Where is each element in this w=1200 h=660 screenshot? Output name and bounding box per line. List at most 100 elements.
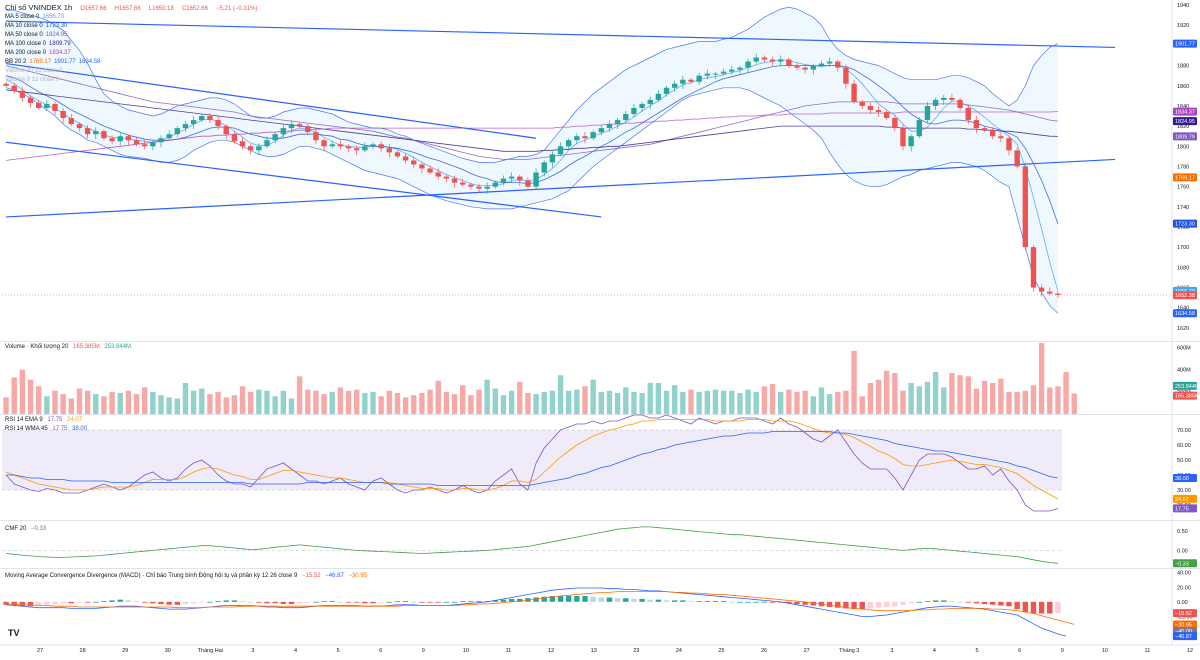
macd-histogram-bar — [688, 601, 694, 602]
macd-histogram-bar — [533, 597, 539, 602]
macd-histogram-bar — [117, 599, 123, 602]
ohlc-change: −5.21 (−0.31%) — [216, 6, 258, 12]
macd-histogram-bar — [802, 601, 808, 605]
macd-histogram-bar — [150, 601, 156, 604]
volume-legend[interactable]: Volume · Khối lượng 20 165.385M 253.844M — [5, 344, 132, 350]
candle-body — [125, 136, 132, 141]
volume-bar — [52, 390, 58, 414]
macd-histogram-bar — [1022, 601, 1028, 613]
macd-histogram-bar — [460, 601, 466, 602]
legend-ma50[interactable]: MA 50 close 0 1824.95 — [5, 32, 68, 38]
symbol-name[interactable]: Chỉ số VNINDEX — [5, 3, 62, 12]
macd-histogram-bar — [590, 596, 596, 602]
x-tick-label: 6 — [1018, 648, 1021, 654]
candle-body — [174, 128, 180, 135]
macd-histogram-bar — [1047, 601, 1053, 614]
volume-bar — [84, 390, 91, 414]
macd-histogram-bar — [1038, 601, 1045, 614]
legend-ma10[interactable]: MA 10 close 0 1723.30 — [5, 23, 68, 29]
macd-histogram-bar — [680, 600, 686, 602]
volume-bar — [166, 397, 172, 414]
volume-bar — [973, 388, 980, 414]
price-label-bg — [1173, 39, 1197, 48]
legend-ma200[interactable]: MA 200 close 0 1834.37 — [5, 50, 71, 56]
x-tick-label: 28 — [80, 648, 86, 654]
volume-bar — [305, 389, 311, 414]
volume-bar — [402, 397, 409, 414]
macd-histogram-bar — [427, 601, 433, 603]
volume-bar — [900, 390, 906, 414]
volume-bar — [394, 392, 401, 414]
macd-histogram-bar — [500, 599, 507, 602]
candle-body — [892, 118, 898, 129]
candle-body — [150, 142, 156, 147]
legend-ma100[interactable]: MA 100 close 0 1809.79 — [5, 41, 71, 47]
volume-bar — [1063, 371, 1069, 414]
rsi-legend-2[interactable]: RSI 14 WMA 45 17.75 38.00 — [5, 426, 88, 432]
candle-body — [908, 136, 914, 147]
rsi-line-ema-9 — [5, 419, 1059, 500]
candle-body — [900, 128, 906, 147]
candle-body — [949, 97, 955, 100]
price-label: 1634.58 — [1175, 311, 1195, 317]
volume-bar — [468, 395, 474, 414]
macd-legend[interactable]: Moving Average Convergence Divergence (M… — [5, 573, 367, 579]
y-tick-label: 400M — [1177, 368, 1191, 374]
price-label-bg — [1173, 391, 1197, 400]
x-tick-label: 10 — [463, 648, 469, 654]
price-label: 38.00 — [1175, 476, 1189, 482]
interval[interactable]: 1h — [63, 3, 73, 12]
volume-bar — [215, 391, 221, 414]
volume-bar — [655, 382, 662, 414]
volume-bar — [370, 391, 376, 414]
legend-bb[interactable]: BB 20 2 1769.17 1901.77 1634.58 — [5, 59, 101, 65]
candle-body — [737, 67, 743, 70]
candle-body — [557, 146, 564, 155]
price-label-bg — [1173, 381, 1197, 390]
candle-body — [574, 136, 580, 141]
tradingview-logo[interactable]: TV — [8, 628, 20, 638]
volume-bar — [476, 389, 482, 414]
macd-histogram-bar — [36, 601, 42, 606]
macd-histogram-bar — [859, 601, 865, 610]
legend-hidden-2[interactable]: Volume 9 12 close 0 — [5, 77, 60, 83]
macd-histogram-bar — [606, 597, 613, 602]
legend-ma5[interactable]: MA 5 close 0 1656.73 — [5, 14, 65, 20]
candle-body — [1022, 166, 1028, 248]
candle-body — [36, 102, 42, 108]
y-tick-label: 1920 — [1177, 23, 1189, 29]
candle-body — [435, 172, 441, 177]
candle-body — [329, 144, 335, 147]
candle-body — [1014, 150, 1020, 167]
volume-bar — [965, 376, 971, 414]
macd-histogram-bar — [712, 601, 719, 602]
volume-bar — [688, 389, 694, 414]
volume-bar — [386, 390, 392, 414]
macd-histogram-bar — [957, 601, 963, 603]
y-tick-label: 1700 — [1177, 245, 1189, 251]
candle-body — [313, 132, 319, 141]
candle-body — [27, 97, 34, 103]
candle-body — [84, 128, 91, 135]
candle-body — [916, 120, 922, 137]
volume-bar — [843, 390, 849, 414]
x-tick-label: 26 — [761, 648, 767, 654]
cmf-legend[interactable]: CMF 20 −0.33 — [5, 526, 47, 532]
y-tick-label: 0.00 — [1177, 548, 1188, 554]
volume-bar — [362, 392, 368, 414]
volume-bar — [93, 394, 99, 414]
volume-bar — [451, 394, 458, 414]
x-tick-label: 12 — [548, 648, 554, 654]
volume-bar — [1006, 391, 1012, 414]
y-tick-label: 50.00 — [1177, 458, 1191, 464]
price-label: −30.95 — [1175, 622, 1192, 628]
volume-bar — [239, 386, 246, 414]
volume-bar — [525, 392, 531, 414]
macd-histogram-bar — [729, 601, 735, 603]
rsi-legend-1[interactable]: RSI 14 EMA 9 17.75 24.07 — [5, 417, 83, 423]
volume-bar — [248, 391, 254, 414]
candle-body — [631, 107, 637, 115]
legend-hidden-1[interactable]: Volume 20 12 close 0 — [5, 68, 63, 74]
y-tick-label: 60.00 — [1177, 443, 1191, 449]
